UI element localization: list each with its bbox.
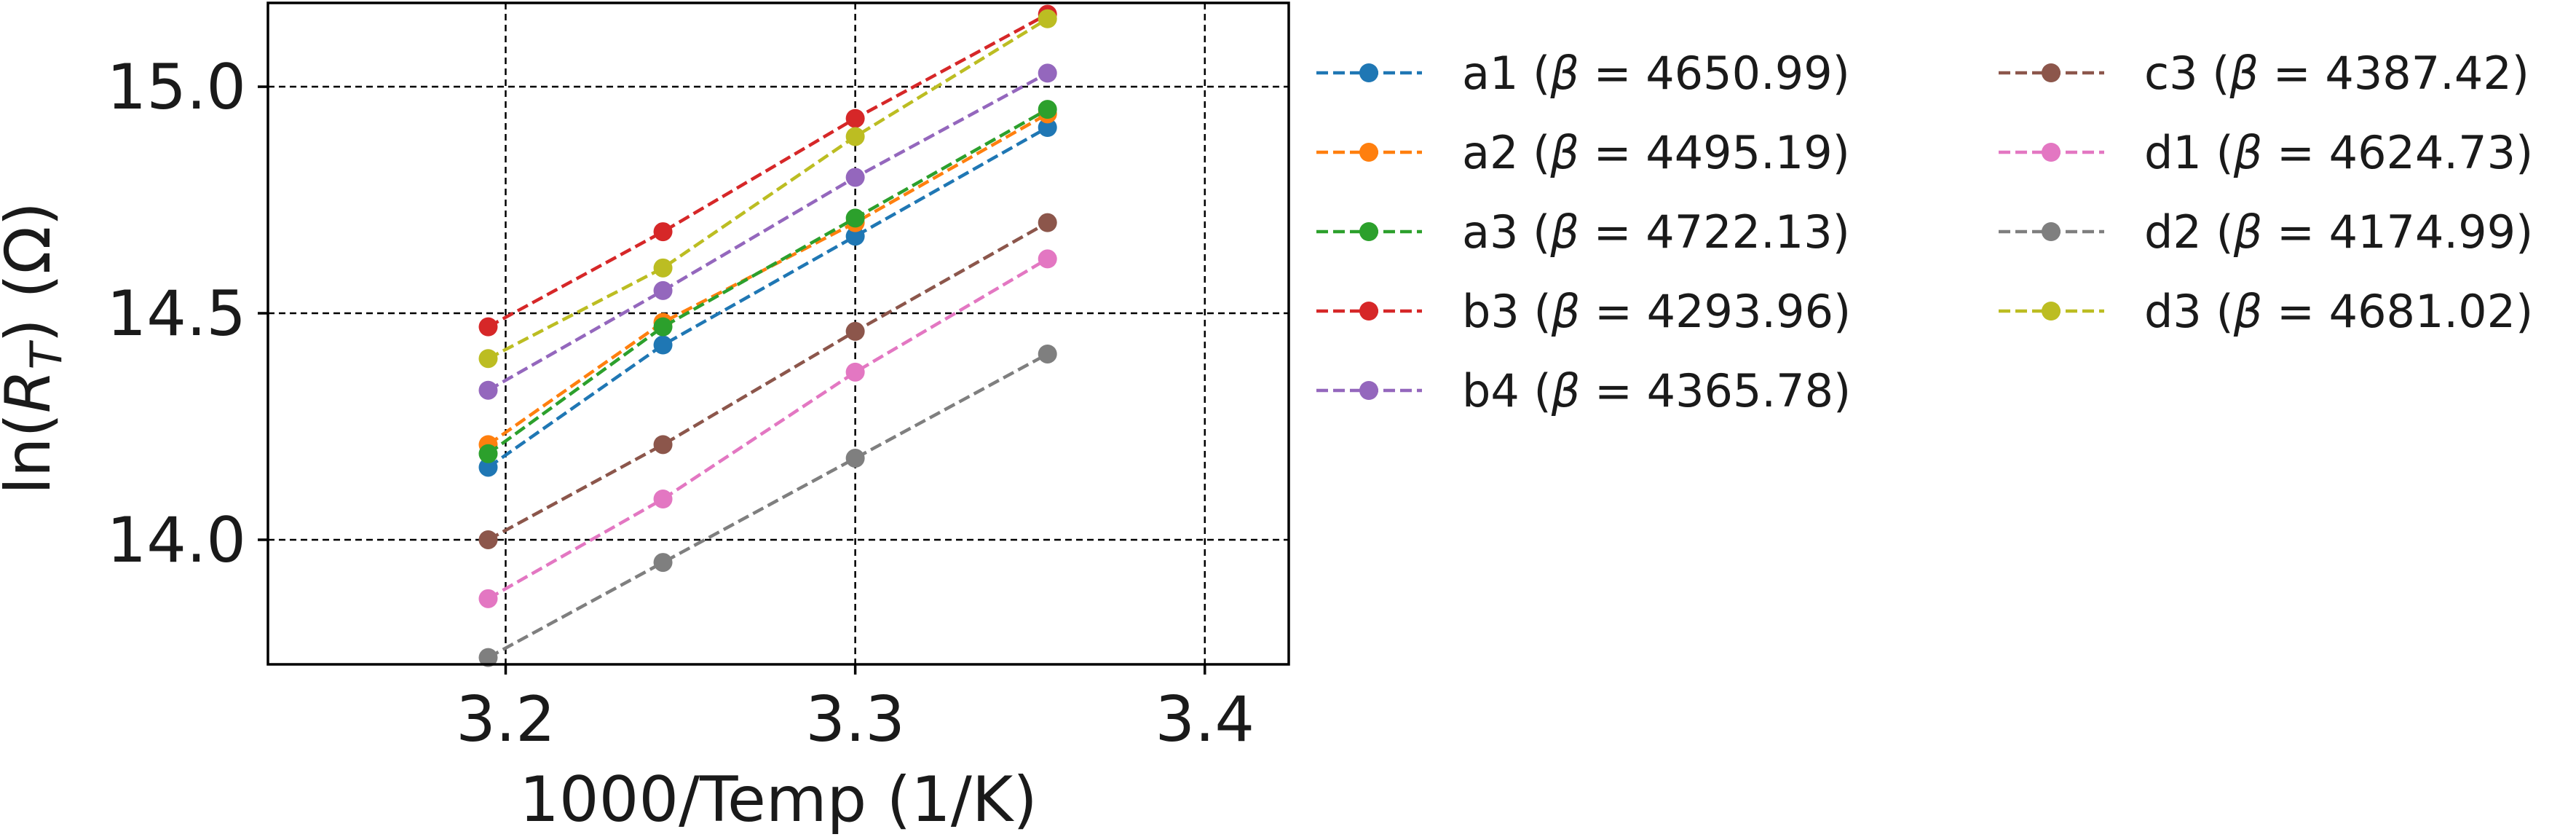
data-point-2-2 <box>845 208 865 228</box>
series-line-0 <box>487 126 1048 469</box>
series-4 <box>478 63 1057 400</box>
series-6 <box>478 249 1057 608</box>
axis-ticks: 3.2 3.3 3.4 14.0 14.5 15.0 <box>107 51 1255 756</box>
data-point-5-1 <box>653 435 673 455</box>
data-point-0-3 <box>1038 118 1057 138</box>
data-point-7-1 <box>653 553 673 573</box>
data-point-8-3 <box>1038 9 1057 28</box>
series-line-2 <box>487 108 1048 455</box>
series-line-8 <box>487 17 1048 361</box>
data-point-7-3 <box>1038 344 1057 364</box>
series-7 <box>478 344 1057 667</box>
series-1 <box>478 104 1057 455</box>
data-point-7-0 <box>478 648 498 667</box>
data-point-3-2 <box>845 109 865 128</box>
data-point-3-0 <box>478 317 498 337</box>
legend-item-6: d1 (β = 4624.73) <box>1999 126 2533 179</box>
data-point-6-1 <box>653 490 673 508</box>
data-point-4-2 <box>845 168 865 187</box>
data-point-5-0 <box>478 530 498 549</box>
data-point-0-1 <box>653 335 673 355</box>
series-line-3 <box>487 12 1048 329</box>
data-point-8-1 <box>653 258 673 278</box>
legend-label-1: a2 (β = 4495.19) <box>1462 126 1850 179</box>
y-axis-label: ln(RT) (Ω) <box>0 202 72 495</box>
grid-lines <box>268 3 1289 664</box>
legend-label-0: a1 (β = 4650.99) <box>1462 47 1850 100</box>
legend-item-8: d3 (β = 4681.02) <box>1999 285 2533 338</box>
legend-label-6: d1 (β = 4624.73) <box>2144 126 2533 179</box>
legend-label-5: c3 (β = 4387.42) <box>2144 47 2529 100</box>
legend-swatch-marker-6 <box>2042 143 2061 162</box>
series-line-7 <box>487 353 1048 659</box>
data-series <box>478 4 1057 667</box>
data-point-3-1 <box>653 222 673 242</box>
legend-swatch-marker-3 <box>1359 302 1378 321</box>
y-tick-label-0: 14.0 <box>107 504 246 577</box>
x-tick-label-2: 3.4 <box>1155 683 1255 756</box>
legend-swatch-marker-8 <box>2042 302 2061 321</box>
legend-swatch-marker-4 <box>1359 381 1378 400</box>
data-point-2-0 <box>478 444 498 463</box>
legend-swatch-marker-7 <box>2042 222 2061 241</box>
series-3 <box>478 4 1057 337</box>
legend-swatch-marker-1 <box>1359 143 1378 162</box>
legend-label-4: b4 (β = 4365.78) <box>1462 364 1851 417</box>
legend-item-3: b3 (β = 4293.96) <box>1316 285 1851 338</box>
series-0 <box>478 118 1057 477</box>
series-line-4 <box>487 71 1048 392</box>
data-point-6-2 <box>845 362 865 382</box>
y-tick-label-2: 15.0 <box>107 51 246 124</box>
legend-label-8: d3 (β = 4681.02) <box>2144 285 2533 338</box>
data-point-7-2 <box>845 449 865 468</box>
data-point-4-3 <box>1038 63 1057 83</box>
data-point-4-0 <box>478 380 498 400</box>
legend-item-4: b4 (β = 4365.78) <box>1316 364 1851 417</box>
data-point-5-2 <box>845 321 865 341</box>
series-line-6 <box>487 257 1048 600</box>
x-tick-label-0: 3.2 <box>456 683 556 756</box>
data-point-6-3 <box>1038 249 1057 269</box>
legend-item-2: a3 (β = 4722.13) <box>1316 205 1850 259</box>
data-point-8-0 <box>478 349 498 369</box>
data-point-6-0 <box>478 589 498 608</box>
data-point-5-3 <box>1038 213 1057 232</box>
y-tick-label-1: 14.5 <box>107 278 246 350</box>
legend-item-1: a2 (β = 4495.19) <box>1316 126 1850 179</box>
data-point-0-2 <box>845 227 865 246</box>
x-axis-label: 1000/Temp (1/K) <box>519 763 1038 836</box>
data-point-0-0 <box>478 457 498 477</box>
series-line-1 <box>487 112 1048 447</box>
data-point-2-1 <box>653 317 673 337</box>
legend-label-3: b3 (β = 4293.96) <box>1462 285 1851 338</box>
series-2 <box>478 100 1057 463</box>
plot-area-frame <box>266 1 1290 666</box>
x-tick-label-1: 3.3 <box>805 683 905 756</box>
legend-item-0: a1 (β = 4650.99) <box>1316 47 1850 100</box>
legend-swatch-marker-2 <box>1359 222 1378 241</box>
legend-label-2: a3 (β = 4722.13) <box>1462 205 1850 259</box>
data-point-2-3 <box>1038 100 1057 119</box>
series-8 <box>478 9 1057 369</box>
legend: a1 (β = 4650.99) a2 (β = 4495.19) a3 (β = … <box>1316 47 2533 417</box>
legend-item-5: c3 (β = 4387.42) <box>1999 47 2529 100</box>
data-point-4-1 <box>653 280 673 300</box>
legend-swatch-marker-0 <box>1359 63 1378 82</box>
series-5 <box>478 213 1057 549</box>
legend-item-7: d2 (β = 4174.99) <box>1999 205 2533 259</box>
legend-label-7: d2 (β = 4174.99) <box>2144 205 2533 259</box>
series-line-5 <box>487 221 1048 541</box>
data-point-8-2 <box>845 127 865 146</box>
legend-swatch-marker-5 <box>2042 63 2061 82</box>
